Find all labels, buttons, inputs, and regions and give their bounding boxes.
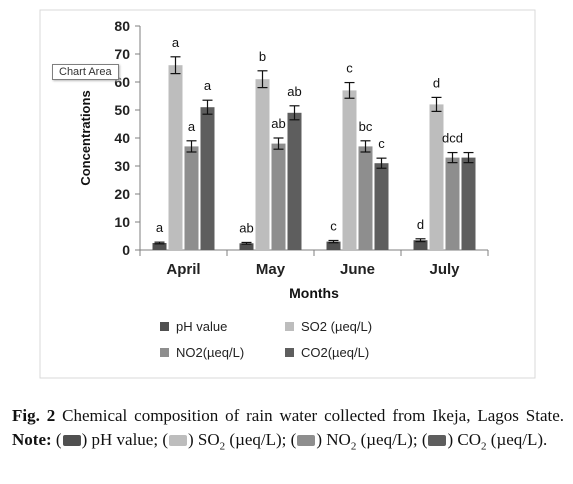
significance-label: d	[417, 217, 424, 232]
bar	[287, 112, 302, 250]
bar	[342, 90, 357, 251]
significance-label: c	[330, 218, 337, 233]
caption-item-co2-unit: (µeq/L).	[490, 430, 548, 449]
note-label: Note:	[12, 430, 52, 449]
caption-item-so2-unit: (µeq/L);	[229, 430, 287, 449]
caption-sub-co2: 2	[481, 440, 487, 453]
y-tick-label: 70	[114, 46, 130, 62]
bar	[358, 146, 373, 250]
legend-label: NO2(µeq/L)	[176, 345, 244, 360]
bar	[445, 157, 460, 250]
chart-area-tooltip: Chart Area	[52, 64, 119, 80]
legend-label: CO2(µeq/L)	[301, 345, 369, 360]
significance-label: a	[188, 119, 196, 134]
legend-label: SO2 (µeq/L)	[301, 319, 372, 334]
x-tick-label: July	[429, 261, 460, 278]
legend-swatch	[160, 348, 169, 357]
caption-item-so: SO	[197, 430, 220, 449]
bar	[239, 243, 254, 250]
legend-swatch	[285, 322, 294, 331]
caption-item-co: CO	[457, 430, 482, 449]
so2-swatch	[169, 435, 187, 446]
significance-label: ab	[239, 220, 253, 235]
significance-label: d	[433, 75, 440, 90]
caption-item-no2-unit: (µeq/L);	[360, 430, 418, 449]
x-tick-label: May	[256, 261, 286, 278]
x-axis-title: Months	[289, 285, 339, 301]
co2-swatch	[428, 435, 447, 446]
bar	[374, 163, 389, 250]
y-tick-label: 10	[114, 214, 130, 230]
chart-border	[39, 9, 536, 379]
caption-text: Chemical composition of rain water colle…	[62, 406, 565, 425]
significance-label: a	[156, 220, 164, 235]
significance-label: a	[172, 35, 180, 50]
y-tick-label: 30	[114, 158, 130, 174]
bar	[271, 143, 286, 250]
chart-area[interactable]: 0 10 20 30 40 50 60 70 80 Concentrations April May J…	[0, 0, 573, 380]
ph-swatch	[62, 435, 81, 446]
caption-item-ph: pH value;	[91, 430, 159, 449]
bar	[152, 243, 167, 250]
caption-sub-no2: 2	[350, 440, 357, 453]
bar	[255, 79, 270, 250]
y-axis-title: Concentrations	[78, 90, 93, 185]
y-tick-label: 0	[122, 242, 130, 258]
caption-item-no: NO	[326, 430, 351, 449]
significance-label: b	[259, 49, 266, 64]
y-tick-label: 50	[114, 102, 130, 118]
legend-swatch	[160, 322, 169, 331]
bar	[429, 104, 444, 251]
no2-swatch	[297, 435, 316, 446]
bar	[326, 241, 341, 250]
significance-label: ab	[287, 84, 301, 99]
significance-label: c	[346, 61, 353, 76]
significance-label: c	[378, 136, 385, 151]
bar	[200, 107, 215, 250]
bar	[168, 65, 183, 250]
y-tick-label: 20	[114, 186, 130, 202]
x-tick-label: April	[166, 261, 200, 278]
y-tick-label: 40	[114, 130, 130, 146]
figure-number: Fig. 2	[12, 406, 56, 425]
bar	[461, 157, 476, 250]
significance-label: a	[204, 78, 212, 93]
significance-label: ab	[271, 116, 285, 131]
legend-label: pH value	[176, 319, 227, 334]
significance-label: dcd	[442, 131, 463, 146]
figure-caption: Fig. 2 Chemical composition of rain wate…	[12, 406, 565, 453]
bar	[184, 146, 199, 250]
bar	[413, 240, 428, 250]
significance-label: bc	[359, 119, 373, 134]
caption-sub-so2: 2	[219, 440, 226, 453]
legend-swatch	[285, 348, 294, 357]
x-tick-label: June	[340, 261, 375, 278]
y-tick-label: 80	[114, 18, 130, 34]
